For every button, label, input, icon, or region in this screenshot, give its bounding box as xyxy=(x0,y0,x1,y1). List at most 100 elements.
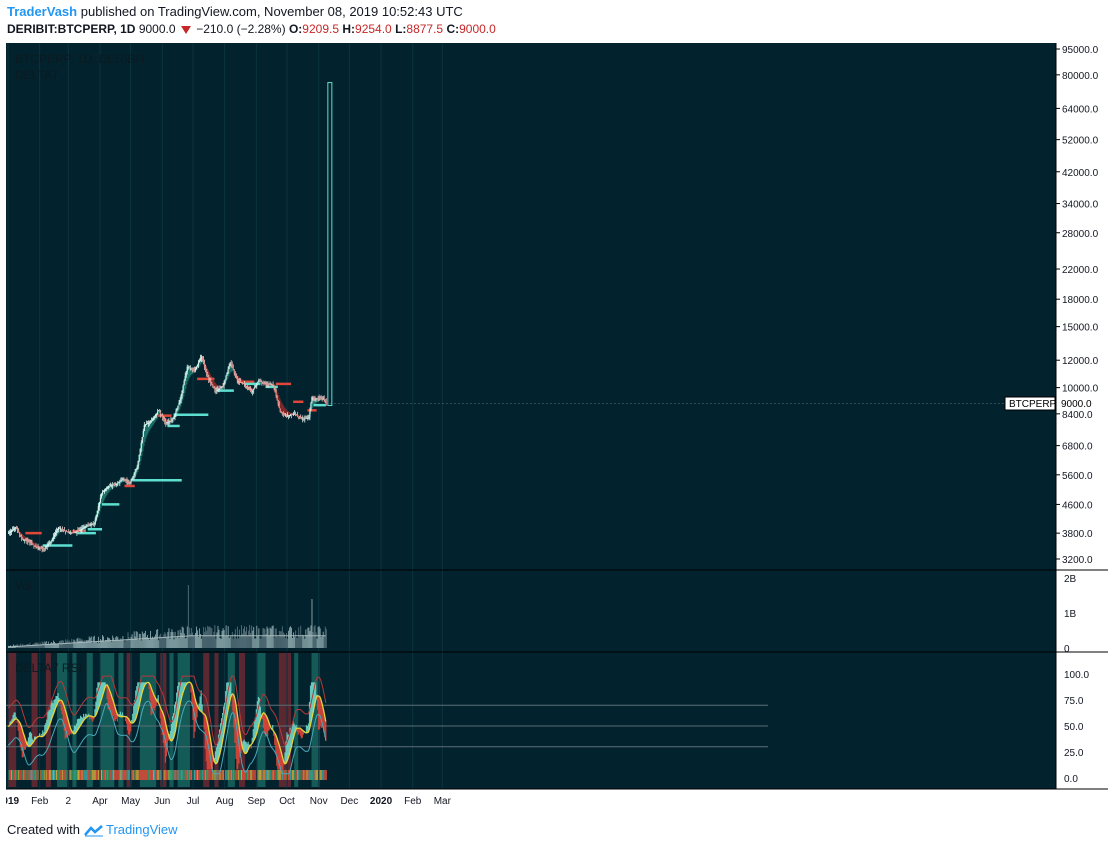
rsi-lower-band xyxy=(7,700,327,775)
candle-body xyxy=(122,478,124,480)
volume-bar xyxy=(69,640,71,648)
volume-bar xyxy=(128,637,130,648)
price-tag-value-box xyxy=(1057,397,1104,410)
candle-body xyxy=(276,396,278,401)
candle-body xyxy=(146,423,148,425)
candle-body xyxy=(21,536,23,538)
signal-dot xyxy=(117,770,119,780)
candle-body xyxy=(223,382,225,386)
chart-frame[interactable]: 95000.0 80000.0 64000.0 52000.0 42000.0 34000… xyxy=(6,43,1108,811)
rsi-signal-line xyxy=(7,681,327,765)
volume-bar xyxy=(48,644,50,648)
signal-dot xyxy=(128,770,130,780)
candle-body xyxy=(295,414,297,416)
signal-dot xyxy=(187,770,189,780)
signal-dot xyxy=(169,770,171,780)
volume-bar xyxy=(224,636,226,648)
volume-bar xyxy=(204,632,206,648)
candle-body xyxy=(178,402,180,406)
signal-dot xyxy=(306,770,308,780)
volume-bar xyxy=(197,630,198,648)
signal-dot xyxy=(292,770,294,780)
candle-body xyxy=(194,369,195,371)
candle-body xyxy=(93,523,95,525)
volume-bar xyxy=(99,639,101,648)
candle-body xyxy=(169,420,171,422)
candle-body xyxy=(283,413,285,415)
candle-body xyxy=(282,412,284,414)
signal-dot xyxy=(268,770,270,780)
candle-body xyxy=(201,356,203,359)
candle-body xyxy=(164,418,166,422)
rsi-zone-bear xyxy=(214,653,219,787)
volume-bar xyxy=(226,635,228,648)
volume-bar xyxy=(257,635,259,648)
volume-bar xyxy=(40,644,42,648)
volume-bar xyxy=(199,628,201,648)
candle-body xyxy=(209,380,211,382)
signal-dot xyxy=(75,770,77,780)
candle-body xyxy=(8,533,9,534)
volume-bar xyxy=(247,635,249,648)
signal-dot xyxy=(134,770,136,780)
tradingview-brand-link[interactable]: TradingView xyxy=(105,822,178,837)
volume-bar xyxy=(301,636,303,648)
signal-dot xyxy=(303,770,305,780)
volume-pane-label: Vol xyxy=(15,579,32,593)
signal-dot xyxy=(174,770,176,780)
signal-dot xyxy=(248,770,250,780)
signal-dot xyxy=(121,770,123,780)
volume-bar xyxy=(104,641,105,648)
candle-body xyxy=(249,389,251,391)
candle-body xyxy=(149,422,150,424)
candle-body xyxy=(167,421,169,424)
candle-body xyxy=(66,531,68,533)
volume-bar xyxy=(28,644,30,648)
volume-bar xyxy=(261,636,263,648)
signal-dot xyxy=(98,770,100,780)
signal-dot xyxy=(283,770,285,780)
signal-dot xyxy=(150,770,152,780)
volume-bar xyxy=(285,633,287,648)
candle-body xyxy=(293,414,295,415)
signal-dot xyxy=(195,770,197,780)
volume-bar xyxy=(149,639,150,648)
published-text: published on TradingView.com, November 0… xyxy=(80,4,463,19)
candle-body xyxy=(182,385,184,391)
signal-dot xyxy=(95,770,97,780)
signal-dot xyxy=(269,770,271,780)
signal-dot xyxy=(299,770,301,780)
signal-dot xyxy=(229,770,231,780)
candle-body xyxy=(15,527,17,529)
signal-dot xyxy=(222,770,224,780)
signal-dot xyxy=(251,770,253,780)
candle-body xyxy=(311,396,313,404)
signal-dot xyxy=(119,770,121,780)
candle-body xyxy=(128,482,130,484)
volume-bar xyxy=(190,627,192,648)
candle-body xyxy=(269,384,271,385)
candle-body xyxy=(227,369,229,374)
volume-bar xyxy=(107,637,109,648)
candle-body xyxy=(165,421,167,424)
price-axis-tick: 52000.0 xyxy=(1062,136,1099,147)
volume-bar xyxy=(84,642,86,648)
signal-dot xyxy=(132,770,134,780)
signal-dot xyxy=(321,770,323,780)
candle-body xyxy=(94,519,96,524)
candle-body xyxy=(183,380,185,386)
time-axis-tick: Oct xyxy=(279,796,295,807)
volume-bar xyxy=(284,637,286,648)
signal-dot xyxy=(155,770,157,780)
candle-body xyxy=(19,532,21,535)
volume-bar xyxy=(79,638,81,648)
rsi-zone-bull xyxy=(118,653,124,787)
high-label: H: xyxy=(342,22,356,36)
chart-canvas[interactable]: 95000.0 80000.0 64000.0 52000.0 42000.0 34000… xyxy=(6,43,1108,811)
candle-body xyxy=(207,372,209,377)
candle-body xyxy=(71,532,73,534)
candle-body xyxy=(264,383,266,385)
volume-bar xyxy=(120,638,122,648)
signal-dot xyxy=(43,770,45,780)
author-link[interactable]: TraderVash xyxy=(7,4,78,19)
